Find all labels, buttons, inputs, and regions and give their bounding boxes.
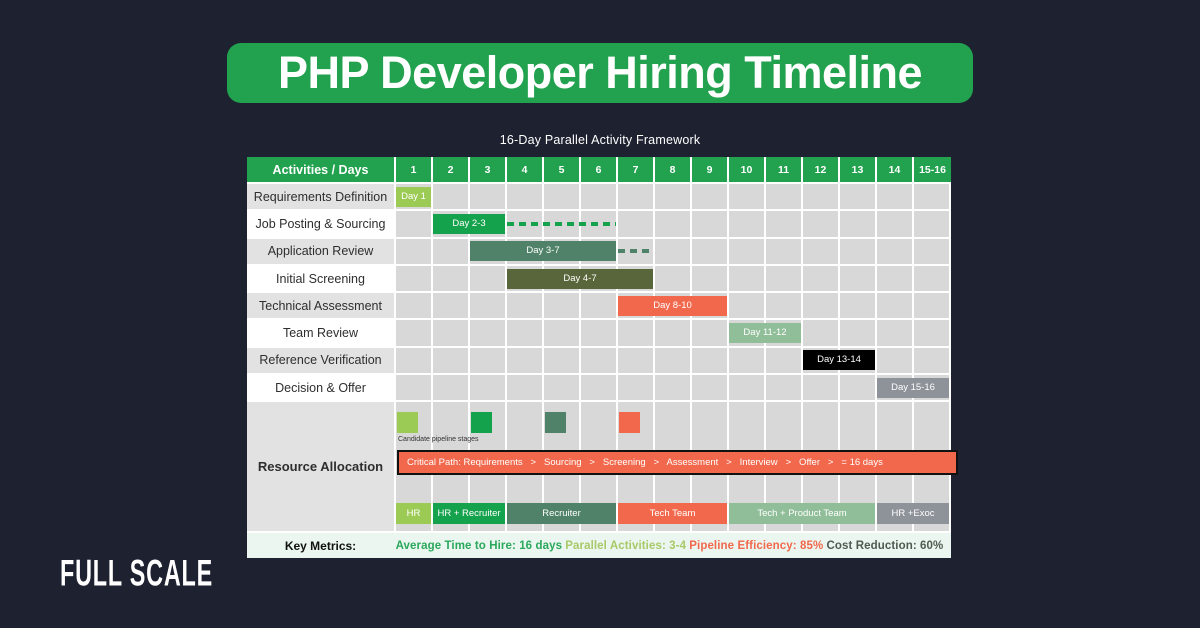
day-column-header: 8 bbox=[655, 157, 692, 182]
day-column-header: 12 bbox=[803, 157, 840, 182]
gantt-row-chart: Day 2-3 bbox=[396, 211, 951, 237]
resource-bar: Recruiter bbox=[507, 503, 616, 525]
day-column-header: 5 bbox=[544, 157, 581, 182]
key-metrics-label: Key Metrics: bbox=[284, 538, 357, 553]
activity-label: Team Review bbox=[247, 320, 394, 346]
gantt-bar: Day 8-10 bbox=[618, 295, 727, 316]
day-column-header: 10 bbox=[729, 157, 766, 182]
day-column-header: 1 bbox=[396, 157, 433, 182]
gantt-row-chart: Day 13-14 bbox=[396, 347, 951, 374]
day-column-header: 7 bbox=[618, 157, 655, 182]
pipeline-stage-square bbox=[545, 412, 566, 434]
resource-bar: HR + Recruiter bbox=[433, 503, 505, 525]
gantt-dash-extension bbox=[507, 221, 616, 226]
activity-label: Application Review bbox=[247, 238, 394, 264]
header-activities-days: Activities / Days bbox=[247, 157, 394, 182]
gantt-bar: Day 3-7 bbox=[470, 241, 616, 262]
full-scale-logo-text: FULL SCALE bbox=[60, 553, 213, 595]
resource-allocation-label: Resource Allocation bbox=[247, 402, 394, 532]
header-row: Activities / Days 1 2 3 4 5 6 7 8 9 10 1… bbox=[247, 157, 951, 182]
activity-row-requirements-definition: Requirements Definition Day 1 bbox=[247, 184, 951, 210]
key-metrics-items: Average Time to Hire: 16 days Parallel A… bbox=[394, 540, 951, 552]
activity-label: Reference Verification bbox=[247, 347, 394, 374]
resource-bar: HR +Exoc bbox=[877, 503, 949, 525]
gantt-bar: Day 13-14 bbox=[803, 350, 875, 371]
gantt-row-chart: Day 11-12 bbox=[396, 320, 951, 346]
gantt-dash-extension bbox=[618, 249, 653, 254]
page-title: PHP Developer Hiring Timeline bbox=[277, 47, 923, 98]
title-banner: PHP Developer Hiring Timeline bbox=[227, 43, 973, 103]
activity-row-initial-screening: Initial Screening Day 4-7 bbox=[247, 265, 951, 292]
key-metrics-row: Key Metrics: Average Time to Hire: 16 da… bbox=[247, 533, 951, 559]
gantt-bar: Day 1 bbox=[396, 186, 431, 207]
metric-parallel-activities: Parallel Activities: 3-4 bbox=[565, 539, 687, 552]
activity-label: Initial Screening bbox=[247, 265, 394, 292]
pipeline-stages-caption: Candidate pipeline stages bbox=[398, 436, 479, 444]
day-column-header: 3 bbox=[470, 157, 507, 182]
full-scale-logo: FULL SCALE bbox=[60, 553, 256, 594]
gantt-table: Activities / Days 1 2 3 4 5 6 7 8 9 10 1… bbox=[247, 157, 958, 559]
day-column-header: 6 bbox=[581, 157, 618, 182]
gantt-row-chart: Day 8-10 bbox=[396, 293, 951, 319]
activity-row-job-posting-sourcing: Job Posting & Sourcing Day 2-3 bbox=[247, 211, 951, 237]
resource-bar: Tech Team bbox=[618, 503, 727, 525]
resource-bar: Tech + Product Team bbox=[729, 503, 875, 525]
activity-label: Job Posting & Sourcing bbox=[247, 211, 394, 237]
day-column-header: 11 bbox=[766, 157, 803, 182]
pipeline-stage-square bbox=[619, 412, 640, 434]
day-column-header: 14 bbox=[877, 157, 914, 182]
activity-row-reference-verification: Reference Verification Day 13-14 bbox=[247, 347, 951, 374]
activity-row-technical-assessment: Technical Assessment Day 8-10 bbox=[247, 293, 951, 319]
gantt-row-chart: Day 1 bbox=[396, 184, 951, 210]
gantt-row-chart: Day 3-7 bbox=[396, 238, 951, 264]
gantt-bar: Day 4-7 bbox=[507, 268, 653, 289]
pipeline-stage-square bbox=[397, 412, 418, 434]
activity-label: Decision & Offer bbox=[247, 375, 394, 401]
activity-row-application-review: Application Review Day 3-7 bbox=[247, 238, 951, 264]
gantt-row-chart: Day 4-7 bbox=[396, 265, 951, 292]
day-column-header: 15-16 bbox=[914, 157, 951, 182]
activity-row-decision-offer: Decision & Offer Day 15-16 bbox=[247, 375, 951, 401]
day-column-header: 4 bbox=[507, 157, 544, 182]
day-column-header: 13 bbox=[840, 157, 877, 182]
gantt-bar: Day 11-12 bbox=[729, 323, 801, 344]
metric-pipeline-efficiency: Pipeline Efficiency: 85% bbox=[689, 539, 824, 552]
activity-label: Requirements Definition bbox=[247, 184, 394, 210]
resource-bar: HR bbox=[396, 503, 431, 525]
day-column-header: 9 bbox=[692, 157, 729, 182]
activity-label: Technical Assessment bbox=[247, 293, 394, 319]
day-header-strip: 1 2 3 4 5 6 7 8 9 10 11 12 13 14 15-16 bbox=[396, 157, 951, 182]
metric-average-time-to-hire: Average Time to Hire: 16 days bbox=[395, 539, 563, 552]
day-column-header: 2 bbox=[433, 157, 470, 182]
gantt-bar: Day 2-3 bbox=[433, 213, 505, 234]
critical-path-bar: Critical Path: Requirements > Sourcing >… bbox=[397, 450, 958, 476]
subtitle: 16-Day Parallel Activity Framework bbox=[499, 133, 701, 147]
gantt-bar: Day 15-16 bbox=[877, 377, 949, 398]
resource-chart: Candidate pipeline stages Critical Path:… bbox=[396, 402, 958, 532]
activity-row-team-review: Team Review Day 11-12 bbox=[247, 320, 951, 346]
gantt-row-chart: Day 15-16 bbox=[396, 375, 951, 401]
resource-allocation-row: Resource Allocation Candidate pipeline s… bbox=[247, 402, 958, 532]
pipeline-stage-square bbox=[471, 412, 492, 434]
metric-cost-reduction: Cost Reduction: 60% bbox=[826, 539, 944, 552]
